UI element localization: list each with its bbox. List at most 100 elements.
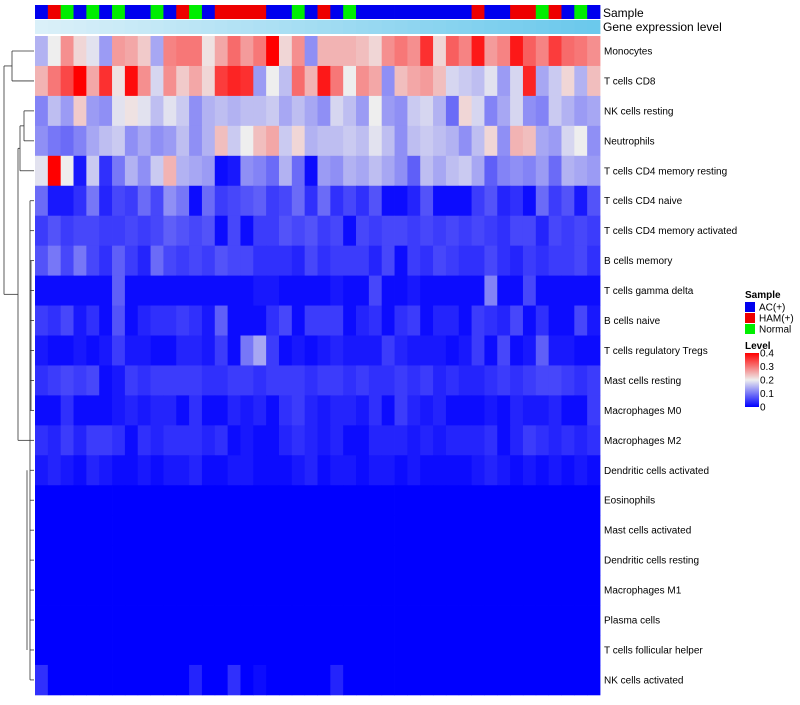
heatmap-cell [445,425,460,456]
heatmap-cell [368,305,383,336]
expression-annotation-cell [548,20,562,34]
heatmap-cell [381,65,395,97]
heatmap-cell [471,515,485,546]
heatmap-cell [356,395,370,426]
heatmap-cell [73,36,87,67]
heatmap-cell [253,455,267,486]
heatmap-cell [189,335,203,366]
level-tick-label: 0.2 [760,376,774,387]
heatmap-cell [433,485,447,516]
heatmap-cell [548,335,562,366]
heatmap-cell [548,455,562,486]
heatmap-cell [124,305,139,336]
heatmap-cell [189,365,203,396]
heatmap-cell [381,515,395,546]
heatmap-cell [548,275,562,306]
heatmap-cell [381,125,395,157]
heatmap-cell [484,185,498,217]
heatmap-cell [343,215,357,247]
heatmap-cell [124,335,139,366]
heatmap-cell [381,365,395,396]
heatmap-cell [304,575,318,606]
sample-annotation-cell [35,5,49,19]
heatmap-cell [47,365,62,396]
heatmap-cell [253,515,267,546]
heatmap-cell [189,125,203,157]
heatmap-cell [394,515,408,546]
heatmap-cell [99,605,113,636]
sample-legend-swatch [745,324,755,334]
heatmap-cell [214,36,229,67]
heatmap-cell [47,275,62,306]
heatmap-cell [587,545,601,576]
heatmap-cell [201,335,216,366]
heatmap-cell [574,275,588,306]
expression-annotation-cell [497,20,511,34]
heatmap-cell [381,245,395,276]
heatmap-cell [278,455,293,486]
heatmap-cell [368,365,383,396]
heatmap-cell [124,485,139,516]
sample-annotation-cell [201,5,216,19]
row-dendrogram [3,50,34,681]
heatmap-cell [445,365,460,396]
heatmap-cell [35,155,49,187]
expression-annotation-cell [35,20,49,34]
row-label: Dendritic cells activated [604,466,709,477]
heatmap-cell [278,605,293,636]
heatmap-cell [189,65,203,97]
heatmap-cell [201,275,216,306]
heatmap-cell [458,36,472,67]
heatmap-cell [394,485,408,516]
heatmap-cell [433,545,447,576]
heatmap-cell [278,36,293,67]
heatmap-cell [150,455,164,486]
heatmap-cell [368,455,383,486]
heatmap-cell [291,245,306,276]
heatmap-cell [587,335,601,366]
heatmap-cell [163,155,177,187]
heatmap-cell [47,425,62,456]
heatmap-cell [484,425,498,456]
heatmap-cell [574,425,588,456]
row-label: T cells gamma delta [604,286,694,297]
heatmap-cell [253,335,267,366]
heatmap-cell [394,155,408,187]
heatmap-cell [278,545,293,576]
heatmap-cell [368,215,383,247]
heatmap-cell [368,155,383,187]
sample-annotation-cell [317,5,331,19]
heatmap-cell [458,185,472,217]
heatmap-cell [471,125,485,157]
heatmap-cell [587,485,601,516]
heatmap-cell [407,335,421,366]
heatmap-cell [176,125,190,157]
row-label: NK cells resting [604,106,673,117]
heatmap-cell [420,215,434,247]
heatmap-cell [381,305,395,336]
heatmap-cell [304,365,318,396]
heatmap-cell [266,95,280,127]
heatmap-cell [522,125,537,157]
heatmap-cell [253,664,267,696]
heatmap-cell [176,425,190,456]
heatmap-cells [35,36,601,696]
heatmap-cell [407,125,421,157]
row-label: T cells CD4 memory activated [604,226,737,237]
heatmap-cell [574,635,588,666]
heatmap-cell [240,395,254,426]
heatmap-cell [381,425,395,456]
heatmap-cell [510,485,524,516]
heatmap-cell [445,36,460,67]
expression-annotation-cell [99,20,113,34]
heatmap-cell [343,65,357,97]
heatmap-cell [60,245,74,276]
heatmap-cell [381,185,395,217]
heatmap-cell [35,395,49,426]
sample-legend-swatch [745,313,755,323]
heatmap-cell [266,305,280,336]
heatmap-cell [150,515,164,546]
heatmap-cell [433,305,447,336]
heatmap-cell [433,185,447,217]
